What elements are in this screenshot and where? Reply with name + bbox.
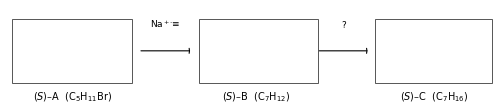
Text: ?: ?	[341, 21, 346, 30]
Text: $(S)$–C  (C$_7$H$_{16}$): $(S)$–C (C$_7$H$_{16}$)	[400, 90, 468, 104]
Text: Na$^+$$^{\bar{\,}}$≡: Na$^+$$^{\bar{\,}}$≡	[151, 18, 180, 30]
Text: $(S)$–B  (C$_7$H$_{12}$): $(S)$–B (C$_7$H$_{12}$)	[222, 90, 290, 104]
Bar	[375, 19, 492, 83]
Bar	[12, 19, 132, 83]
Text: $(S)$–A  (C$_5$H$_{11}$Br): $(S)$–A (C$_5$H$_{11}$Br)	[33, 90, 111, 104]
Bar	[199, 19, 318, 83]
